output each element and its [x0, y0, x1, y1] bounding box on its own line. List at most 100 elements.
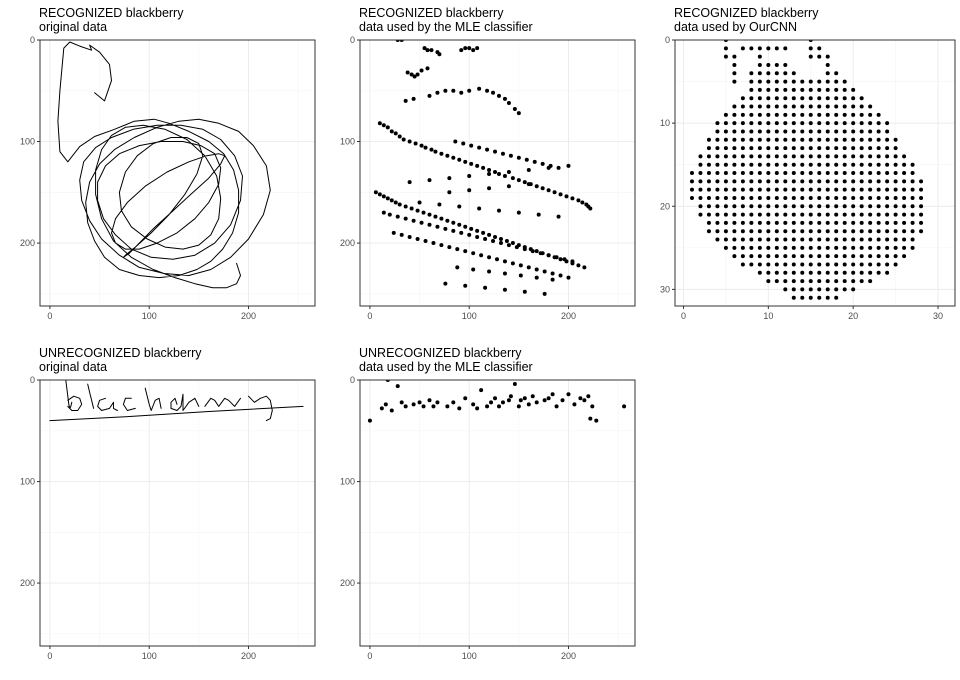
series-line-8: [204, 397, 241, 407]
data-point: [774, 162, 779, 167]
data-point: [698, 154, 703, 159]
data-point: [808, 262, 813, 267]
data-point: [723, 179, 728, 184]
data-point: [783, 237, 788, 242]
data-point: [834, 254, 839, 259]
data-point: [774, 104, 779, 109]
data-point: [526, 265, 531, 270]
data-point: [749, 46, 754, 51]
data-point: [723, 187, 728, 192]
data-point: [876, 146, 881, 151]
data-point: [834, 79, 839, 84]
data-point: [485, 147, 490, 152]
series-line-0: [57, 41, 271, 289]
data-point: [500, 400, 505, 405]
data-point: [411, 218, 416, 223]
data-point: [851, 171, 856, 175]
data-point: [876, 237, 881, 242]
data-point: [526, 182, 531, 187]
data-point: [512, 107, 517, 112]
data-point: [893, 162, 898, 167]
data-point: [868, 245, 873, 250]
data-point: [851, 195, 856, 200]
data-point: [493, 169, 498, 174]
data-point: [885, 154, 890, 159]
data-point: [379, 406, 384, 411]
data-point: [475, 406, 480, 411]
data-point: [546, 253, 551, 258]
data-point: [876, 179, 881, 184]
y-tick-label: 200: [340, 238, 355, 248]
data-point: [757, 212, 762, 217]
data-point: [723, 46, 728, 51]
data-point: [800, 79, 805, 84]
y-tick-label: 20: [660, 201, 670, 211]
data-point: [851, 270, 856, 275]
data-point: [757, 220, 762, 225]
panel-border: [39, 39, 316, 307]
data-point: [808, 187, 813, 192]
data-point: [506, 243, 511, 248]
data-point: [757, 229, 762, 234]
data-point: [868, 204, 873, 209]
data-point: [859, 279, 864, 284]
data-point: [859, 245, 864, 250]
data-point: [808, 79, 813, 84]
data-point: [461, 141, 466, 146]
data-point: [919, 179, 924, 184]
data-point: [808, 129, 813, 134]
data-point: [885, 237, 890, 242]
data-point: [766, 79, 771, 84]
data-point: [774, 254, 779, 259]
data-point: [471, 402, 476, 407]
data-point: [506, 100, 511, 105]
data-point: [825, 237, 830, 242]
data-point: [791, 146, 796, 151]
data-point: [457, 204, 462, 209]
data-point: [834, 187, 839, 192]
data-point: [749, 171, 754, 175]
data-point: [698, 179, 703, 184]
data-point: [791, 112, 796, 117]
data-point: [825, 204, 830, 209]
data-point: [439, 243, 444, 248]
data-point: [766, 154, 771, 159]
data-point: [825, 229, 830, 234]
data-point: [834, 220, 839, 225]
data-point: [893, 212, 898, 217]
data-point: [851, 112, 856, 117]
data-point: [757, 187, 762, 192]
data-point: [422, 46, 427, 51]
data-point: [859, 254, 864, 259]
chart-title-line1: RECOGNIZED blackberry: [674, 6, 819, 20]
data-point: [842, 154, 847, 159]
data-point: [455, 265, 460, 270]
data-point: [851, 121, 856, 126]
data-point: [800, 96, 805, 101]
data-point: [550, 392, 555, 397]
data-point: [800, 187, 805, 192]
data-point: [851, 137, 856, 142]
chart-title: RECOGNIZED blackberry original data: [39, 6, 183, 34]
data-point: [534, 184, 539, 189]
data-point: [552, 190, 557, 195]
data-point: [706, 229, 711, 234]
data-point: [825, 54, 830, 59]
data-point: [417, 200, 422, 205]
panel-recognized-original: RECOGNIZED blackberry original data 0 100 2…: [0, 0, 320, 330]
data-point: [859, 204, 864, 209]
data-point: [783, 287, 788, 292]
series-line-1: [65, 380, 73, 409]
data-point: [834, 146, 839, 151]
data-point: [715, 212, 720, 217]
data-point: [391, 230, 396, 235]
grid: [40, 379, 315, 646]
data-point: [902, 229, 907, 234]
data-point: [817, 287, 822, 292]
data-point: [554, 255, 559, 260]
data-point: [774, 96, 779, 101]
data-point: [893, 262, 898, 267]
data-point: [698, 195, 703, 200]
data-point: [757, 270, 762, 275]
data-point: [893, 229, 898, 234]
